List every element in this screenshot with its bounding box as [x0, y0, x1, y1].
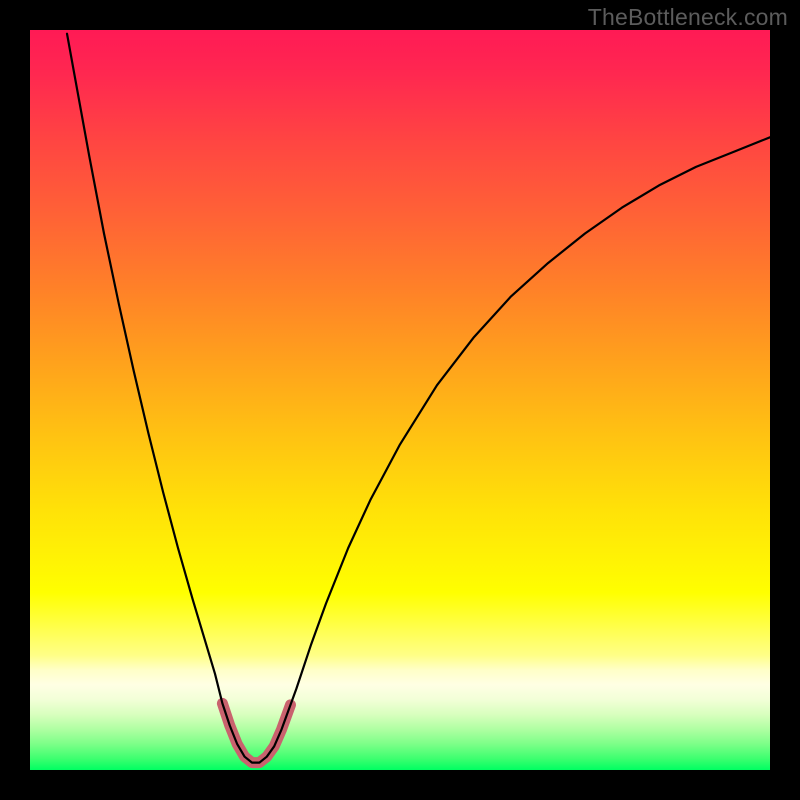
chart-svg	[30, 30, 770, 770]
bottleneck-chart	[30, 30, 770, 770]
watermark-text: TheBottleneck.com	[588, 4, 788, 31]
